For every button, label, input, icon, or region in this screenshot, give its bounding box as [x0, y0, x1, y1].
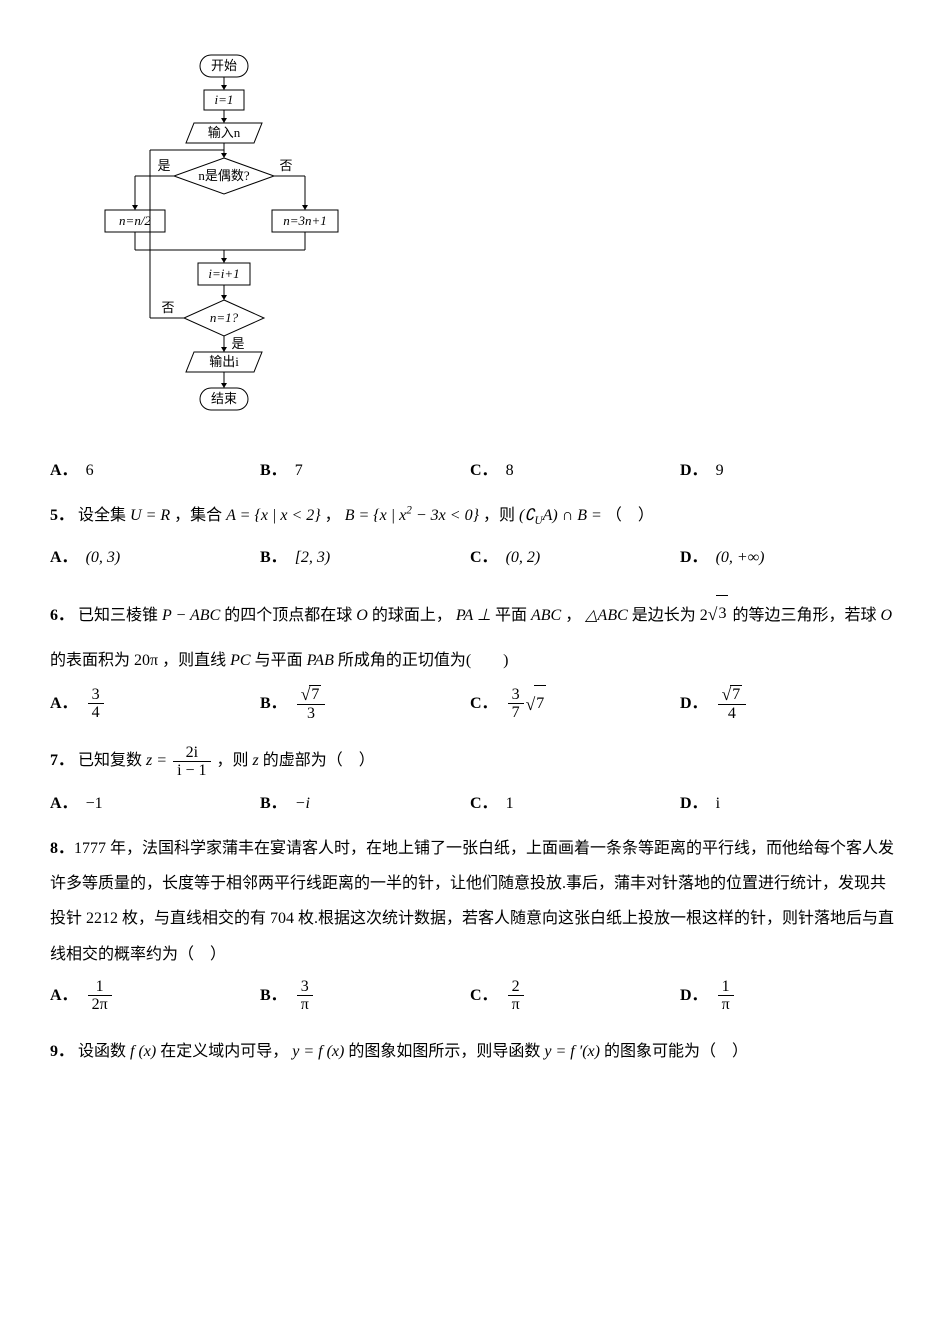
q5-setA: A = {x | x < 2}: [226, 507, 321, 524]
fc-cond-even: n是偶数?: [198, 168, 250, 183]
q6-line2: 的表面积为 20π ，则直线 PC 与平面 PAB 所成角的正切值为( ): [50, 643, 900, 678]
q4-options: A．6 B．7 C．8 D．9: [50, 453, 900, 488]
q8-opt-b: 3π: [297, 978, 313, 1014]
q7-opt-a: −1: [86, 786, 103, 821]
q8-text: 1777 年，法国科学家蒲丰在宴请客人时，在地上铺了一张白纸，上面画着一条条等距…: [50, 840, 894, 963]
q5-expr: (∁UA) ∩ B =: [519, 507, 602, 524]
fc-left-assign: n=n/2: [119, 213, 151, 228]
q6-side: 2√3: [700, 607, 729, 624]
opt-label: A．: [50, 453, 78, 488]
q7-opt-b: −i: [295, 786, 310, 821]
q7-opt-d: i: [716, 786, 720, 821]
q5-opt-d: (0, +∞): [716, 540, 765, 575]
q6: 6． 已知三棱锥 P − ABC 的四个顶点都在球 O 的球面上， PA ⊥ 平…: [50, 595, 900, 634]
q7-options: A．−1 B．−i C．1 D．i: [50, 786, 900, 821]
fc-cond-one: n=1?: [210, 310, 239, 325]
q6-opt-c: 37: [508, 686, 524, 722]
q4-opt-a: 6: [86, 453, 94, 488]
q5-options: A．(0, 3) B．[2, 3) C．(0, 2) D．(0, +∞): [50, 540, 900, 575]
opt-label: D．: [680, 453, 708, 488]
q7-z: z = 2ii − 1: [146, 752, 217, 769]
q5-opt-c: (0, 2): [506, 540, 541, 575]
fc-inc: i=i+1: [208, 266, 239, 281]
fc-init: i=1: [215, 92, 234, 107]
q5-U: U = R: [130, 507, 170, 524]
fc-input: 输入n: [208, 125, 241, 140]
fc-no-1: 否: [279, 158, 292, 173]
q5-opt-b: [2, 3): [295, 540, 331, 575]
fc-output: 输出i: [209, 354, 239, 369]
fc-right-assign: n=3n+1: [283, 213, 327, 228]
fc-start: 开始: [211, 58, 237, 73]
q4-opt-c: 8: [506, 453, 514, 488]
fc-yes-2: 是: [231, 336, 244, 351]
q6-opt-b: √7 3: [297, 685, 326, 723]
q6-opt-a: 34: [88, 686, 104, 722]
q9: 9． 设函数 f (x) 在定义域内可导， y = f (x) 的图象如图所示，…: [50, 1034, 900, 1069]
q8-opt-c: 2π: [508, 978, 524, 1014]
q5-num: 5．: [50, 507, 74, 524]
fc-no-2: 否: [161, 300, 174, 315]
q4-opt-d: 9: [716, 453, 724, 488]
q7: 7． 已知复数 z = 2ii − 1 ，则 z 的虚部为（ ）: [50, 743, 900, 779]
fc-end: 结束: [211, 391, 237, 406]
q5-t: 设全集: [78, 507, 126, 524]
flowchart-svg: 开始 i=1 输入n n是偶数? 是 否 n=n/2 n=3n+1: [90, 50, 350, 420]
q8: 8．1777 年，法国科学家蒲丰在宴请客人时，在地上铺了一张白纸，上面画着一条条…: [50, 831, 900, 972]
q8-opt-d: 1π: [718, 978, 734, 1014]
opt-label: B．: [260, 453, 287, 488]
q6-options: A． 34 B． √7 3 C． 37 √7 D． √7 4: [50, 685, 900, 724]
q8-options: A．12π B．3π C．2π D．1π: [50, 978, 900, 1014]
q8-opt-a: 12π: [88, 978, 112, 1014]
fc-yes-1: 是: [157, 158, 170, 173]
opt-label: C．: [470, 453, 498, 488]
q6-opt-d: √7 4: [718, 685, 747, 723]
q5-setB: B = {x | x2 − 3x < 0}: [345, 507, 479, 524]
q5-opt-a: (0, 3): [86, 540, 121, 575]
q4-opt-b: 7: [295, 453, 303, 488]
q7-opt-c: 1: [506, 786, 514, 821]
q5: 5． 设全集 U = R ，集合 A = {x | x < 2} ， B = {…: [50, 498, 900, 533]
flowchart-figure: 开始 i=1 输入n n是偶数? 是 否 n=n/2 n=3n+1: [90, 50, 900, 433]
